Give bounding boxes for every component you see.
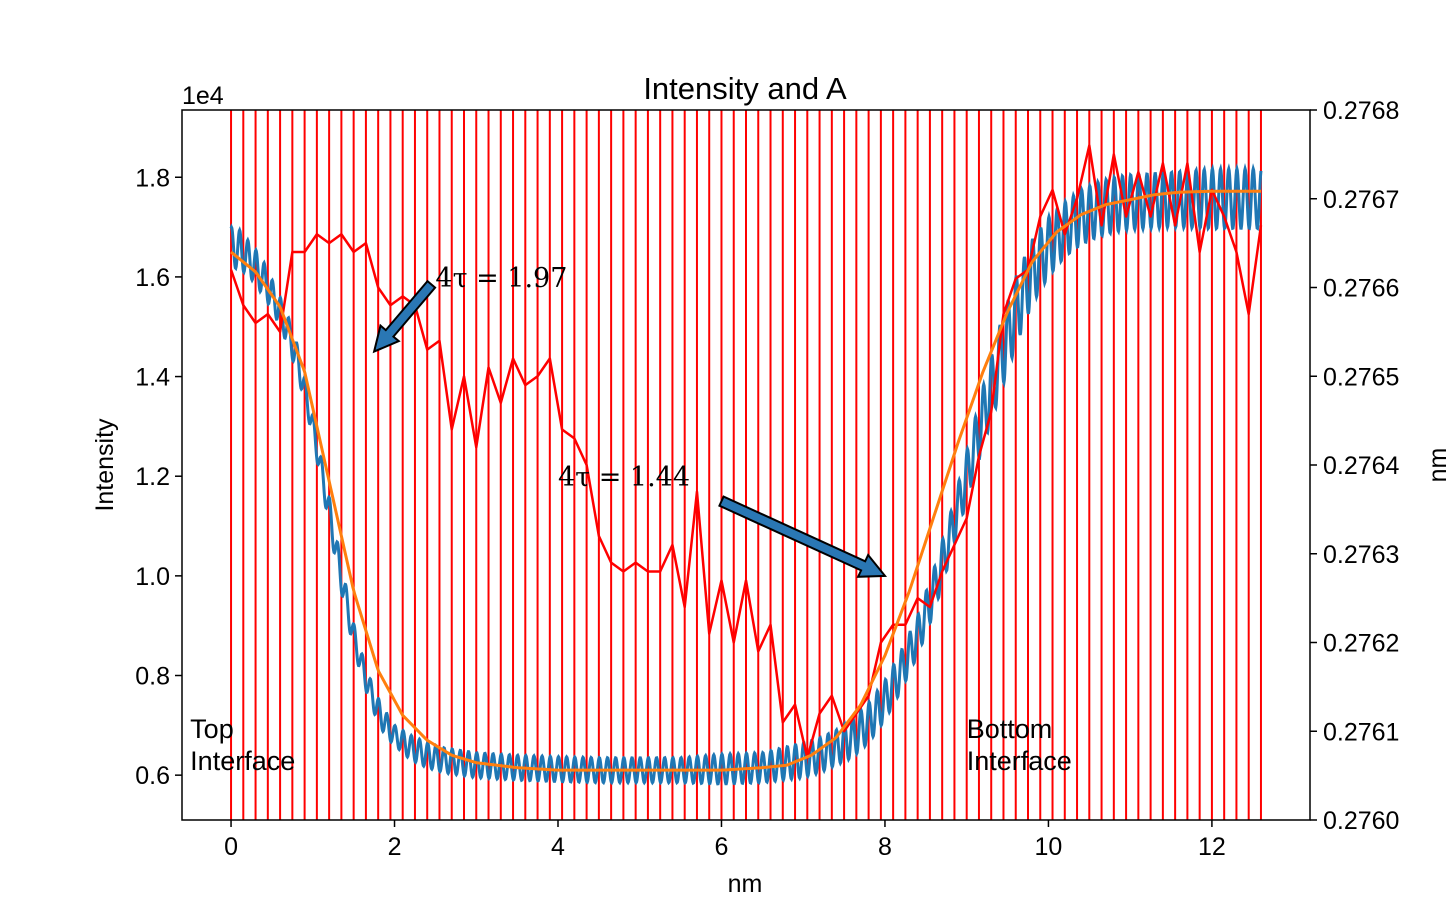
y-tick-label: 0.8 [135,663,170,691]
y2-tick-label: 0.2765 [1323,363,1399,391]
y-tick-label: 1.2 [135,463,170,491]
y2-tick-label: 0.2768 [1323,97,1399,125]
x-ticks-layer: 0 2 4 6 8 10 12 [224,820,1226,861]
annotation-arrow [372,279,437,354]
bottom-interface-label: Bottom Interface [967,714,1072,776]
y2-tick-label: 0.2766 [1323,275,1399,303]
series-layer [229,144,1263,786]
tau-annotation-label: 4τ = 1.97 [435,263,567,294]
annotation-arrows-layer [372,279,888,578]
vertical-lines-layer [230,110,1262,820]
y-ticks-layer: 0.6 0.8 1.0 1.2 1.4 1.6 1.8 [135,164,182,790]
x-tick-label: 8 [878,833,892,861]
y2-ticks-layer: 0.2760 0.2761 0.2762 0.2763 0.2764 0.2765 0.27… [1310,97,1400,835]
x-tick-label: 0 [224,833,238,861]
y-tick-label: 1.8 [135,164,170,192]
series-line-intensity [229,162,1263,786]
y-axis-label: Intensity [91,418,119,512]
y-tick-label: 0.6 [135,762,170,790]
x-tick-label: 2 [388,833,402,861]
chart-title: Intensity and A [643,71,847,106]
x-tick-label: 4 [551,833,565,861]
y-tick-label: 1.0 [135,563,170,591]
y2-axis-label: nm [1424,448,1452,483]
x-axis-label: nm [728,870,763,898]
y2-tick-label: 0.2767 [1323,186,1399,214]
y2-tick-label: 0.2763 [1323,541,1399,569]
x-tick-label: 12 [1198,833,1226,861]
annotation-arrow [718,495,888,578]
y2-tick-label: 0.2760 [1323,807,1399,835]
y-tick-label: 1.4 [135,364,170,392]
series-line-fit [230,189,1261,772]
y-tick-label: 1.6 [135,264,170,292]
tau-annotation-label: 4τ = 1.44 [558,462,690,493]
x-tick-label: 10 [1035,833,1063,861]
y-offset-text: 1e4 [182,82,224,110]
y2-tick-label: 0.2764 [1323,452,1400,480]
y2-tick-label: 0.2761 [1323,718,1399,746]
series-line-a [229,144,1263,760]
y2-tick-label: 0.2762 [1323,630,1399,658]
x-tick-label: 6 [715,833,729,861]
top-interface-label: Top Interface [190,714,295,776]
annotation-text-layer: 4τ = 1.97 4τ = 1.44 Top Interface Bottom Inte… [190,263,1072,776]
